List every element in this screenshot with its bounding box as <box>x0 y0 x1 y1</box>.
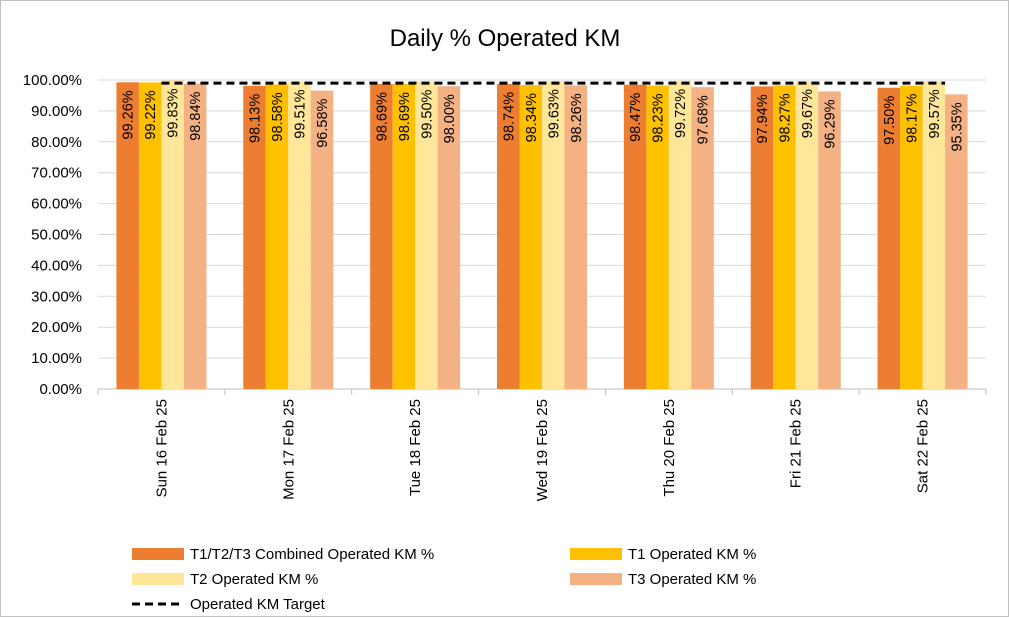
bar <box>265 84 289 389</box>
legend-label: T2 Operated KM % <box>190 571 318 588</box>
y-tick-label: 0.00% <box>39 381 82 398</box>
data-label: 98.00% <box>442 94 458 143</box>
data-label: 99.67% <box>800 89 816 138</box>
bar <box>437 86 461 390</box>
y-tick-label: 30.00% <box>31 288 82 305</box>
y-tick-label: 80.00% <box>31 134 82 151</box>
data-label: 97.94% <box>755 94 771 143</box>
x-tick-label: Sun 16 Feb 25 <box>153 399 170 497</box>
data-label: 98.84% <box>188 91 204 140</box>
x-tick-label: Sat 22 Feb 25 <box>915 399 932 493</box>
bar <box>623 84 647 390</box>
y-tick-label: 60.00% <box>31 196 82 213</box>
legend-label: T1 Operated KM % <box>628 546 756 563</box>
y-tick-label: 100.00% <box>23 72 82 89</box>
bar <box>877 87 901 389</box>
bar <box>691 87 714 390</box>
bar <box>310 90 334 389</box>
legend-swatch <box>132 548 184 560</box>
y-tick-label: 50.00% <box>31 227 82 244</box>
bar <box>900 85 923 390</box>
legend-label: T1/T2/T3 Combined Operated KM % <box>190 546 434 563</box>
data-label: 98.17% <box>904 94 920 143</box>
data-label: 98.74% <box>501 92 517 141</box>
bars <box>116 80 968 390</box>
data-label: 98.34% <box>524 93 540 142</box>
data-label: 96.29% <box>822 99 838 148</box>
y-tick-label: 70.00% <box>31 165 82 182</box>
bar <box>288 81 311 389</box>
bar <box>668 80 692 389</box>
bar <box>945 94 968 389</box>
bar <box>370 84 393 389</box>
y-tick-label: 40.00% <box>31 257 82 274</box>
bar <box>818 91 841 389</box>
bar <box>773 85 796 389</box>
y-tick-label: 10.00% <box>31 350 82 367</box>
bar <box>116 82 139 390</box>
data-label: 99.63% <box>546 89 562 138</box>
data-label: 96.58% <box>315 98 331 147</box>
data-label: 98.13% <box>248 94 264 143</box>
data-label: 97.68% <box>696 95 712 144</box>
bar <box>183 83 207 389</box>
bar <box>161 80 184 389</box>
legend-swatch <box>570 548 622 560</box>
bar <box>497 83 520 389</box>
bar <box>542 81 565 389</box>
bar <box>138 82 162 389</box>
data-label: 97.50% <box>882 96 898 145</box>
data-label: 98.69% <box>397 92 413 141</box>
data-label: 99.83% <box>166 88 182 137</box>
bar <box>519 85 542 390</box>
bar <box>922 81 946 389</box>
bar <box>415 81 438 390</box>
data-label: 98.58% <box>270 92 286 141</box>
data-label: 98.26% <box>569 93 585 142</box>
data-label: 98.23% <box>651 93 667 142</box>
data-label: 99.26% <box>121 90 137 139</box>
y-tick-label: 20.00% <box>31 319 82 336</box>
legend-swatch <box>132 573 184 585</box>
data-labels: 99.26% 99.22% 99.83% 98.84% 98.13% 98.58% 99.5… <box>121 88 966 151</box>
legend-swatch <box>570 573 622 585</box>
x-axis: Sun 16 Feb 25 Mon 17 Feb 25 Tue 18 Feb 25 W… <box>97 389 987 501</box>
data-label: 98.69% <box>374 92 390 141</box>
legend-label: Operated KM Target <box>190 596 326 613</box>
bar <box>646 85 669 389</box>
x-tick-label: Mon 17 Feb 25 <box>280 399 297 500</box>
data-label: 99.22% <box>143 90 159 139</box>
bar <box>392 84 416 389</box>
data-label: 99.72% <box>673 89 689 138</box>
data-label: 98.47% <box>628 93 644 142</box>
bar <box>243 85 266 390</box>
chart-title: Daily % Operated KM <box>390 25 621 52</box>
x-tick-label: Fri 21 Feb 25 <box>788 399 805 488</box>
x-tick-label: Wed 19 Feb 25 <box>534 399 551 501</box>
x-tick-label: Tue 18 Feb 25 <box>407 399 424 496</box>
bar <box>750 86 774 389</box>
legend-label: T3 Operated KM % <box>628 571 756 588</box>
bar <box>795 81 819 389</box>
y-tick-label: 90.00% <box>31 103 82 120</box>
data-label: 99.50% <box>419 89 435 138</box>
x-tick-label: Thu 20 Feb 25 <box>661 399 678 497</box>
data-label: 98.27% <box>777 93 793 142</box>
data-label: 95.35% <box>949 102 965 151</box>
data-label: 99.51% <box>293 89 309 138</box>
legend: T1/T2/T3 Combined Operated KM % T1 Operat… <box>132 546 756 613</box>
bar <box>564 85 587 390</box>
data-label: 99.57% <box>927 89 943 138</box>
